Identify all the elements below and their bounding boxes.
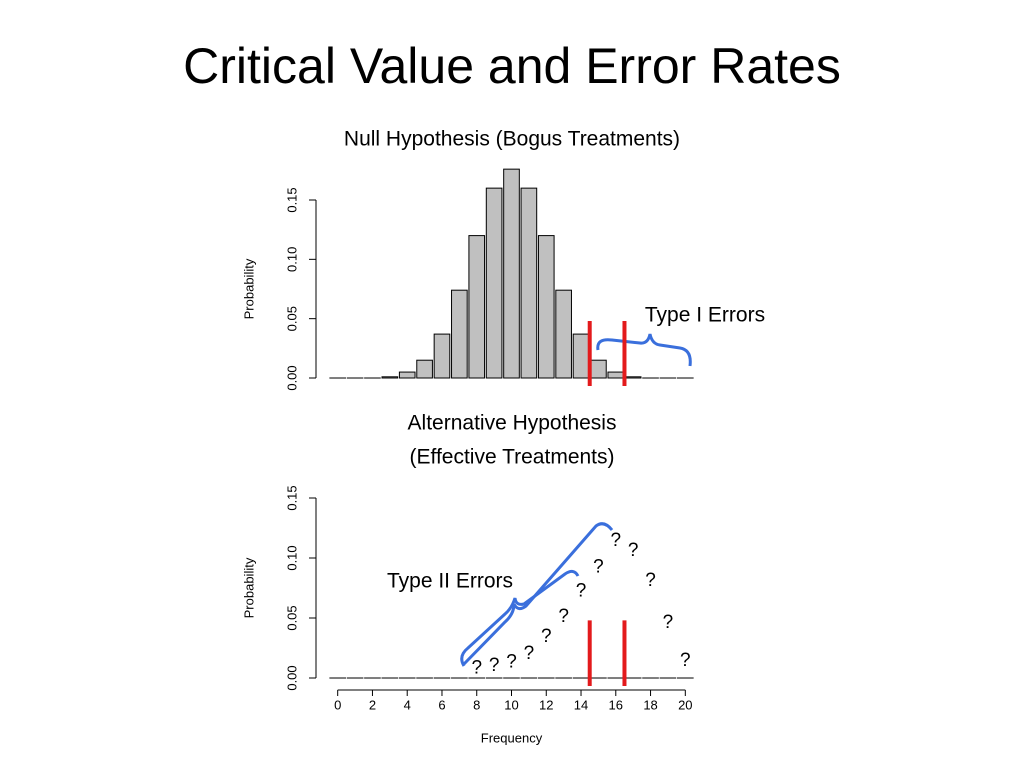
x-tick-label: 14	[574, 697, 588, 712]
x-tick-label: 4	[404, 697, 411, 712]
chart-title: Null Hypothesis (Bogus Treatments)	[344, 128, 680, 151]
bar	[416, 359, 433, 379]
y-tick-label: 0.15	[284, 485, 299, 510]
x-tick-label: 0	[334, 697, 341, 712]
bar	[520, 187, 538, 379]
x-axis-label: Frequency	[481, 730, 543, 745]
x-tick-label: 6	[438, 697, 445, 712]
type-two-brace-outer	[462, 522, 614, 666]
bar	[590, 359, 607, 379]
bar	[398, 371, 416, 379]
question-mark: ?	[541, 626, 552, 647]
question-mark: ?	[680, 650, 691, 671]
bar	[381, 376, 399, 379]
chart-title: (Effective Treatments)	[409, 446, 614, 469]
x-tick-label: 20	[678, 697, 692, 712]
x-tick-label: 18	[643, 697, 657, 712]
y-tick-label: 0.15	[284, 187, 299, 212]
question-mark: ?	[593, 557, 604, 578]
question-mark: ?	[471, 657, 482, 678]
x-tick-label: 16	[609, 697, 623, 712]
bar	[607, 371, 625, 379]
question-mark: ?	[558, 606, 569, 627]
y-tick-label: 0.05	[284, 605, 299, 630]
chart-title: Alternative Hypothesis	[408, 412, 617, 435]
type-one-brace	[596, 333, 692, 367]
bar	[572, 333, 590, 379]
slide-title: Critical Value and Error Rates	[183, 38, 841, 94]
question-mark: ?	[610, 530, 621, 551]
bar	[503, 168, 520, 379]
question-mark: ?	[576, 581, 587, 602]
bar	[555, 289, 572, 379]
y-tick-label: 0.10	[284, 247, 299, 272]
bar	[537, 235, 555, 379]
y-tick-label: 0.00	[284, 365, 299, 390]
bar	[468, 235, 486, 379]
question-mark: ?	[663, 612, 674, 633]
type-two-brace-inner	[460, 569, 580, 667]
y-tick-label: 0.00	[284, 665, 299, 690]
y-axis-label: Probability	[241, 258, 256, 319]
y-tick-label: 0.10	[284, 545, 299, 570]
question-mark: ?	[489, 655, 500, 676]
bar	[485, 187, 503, 379]
y-axis-label: Probability	[241, 557, 256, 618]
bar	[624, 376, 642, 379]
x-tick-label: 10	[504, 697, 518, 712]
question-mark: ?	[506, 651, 517, 672]
bar	[451, 289, 468, 379]
question-mark: ?	[628, 540, 639, 561]
question-mark: ?	[524, 643, 535, 664]
type-two-label: Type II Errors	[387, 570, 513, 593]
x-tick-label: 2	[369, 697, 376, 712]
question-mark: ?	[645, 570, 656, 591]
type-one-label: Type I Errors	[645, 304, 765, 327]
y-tick-label: 0.05	[284, 306, 299, 331]
bar	[433, 333, 451, 379]
x-tick-label: 12	[539, 697, 553, 712]
x-tick-label: 8	[473, 697, 480, 712]
